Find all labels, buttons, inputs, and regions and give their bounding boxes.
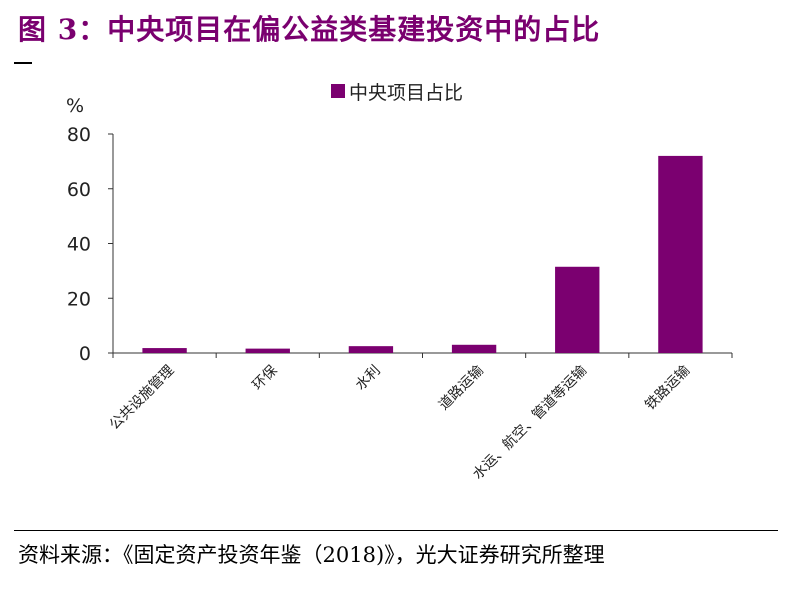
x-tick-label: 铁路运输 bbox=[642, 363, 693, 414]
chart-legend: 中央项目占比 bbox=[331, 82, 463, 104]
legend-swatch bbox=[331, 84, 345, 98]
figure-title: 图 3：中央项目在偏公益类基建投资中的占比 bbox=[18, 13, 601, 46]
y-axis: 0 20 40 60 80 bbox=[67, 124, 114, 365]
y-axis-unit-label: % bbox=[66, 95, 84, 117]
bar-5 bbox=[555, 266, 600, 353]
bars-series bbox=[142, 155, 703, 353]
x-tick-label: 道路运输 bbox=[436, 363, 487, 414]
y-tick-label: 20 bbox=[67, 288, 91, 310]
bar-3 bbox=[348, 346, 394, 353]
bar-chart: 中央项目占比 % 0 20 40 60 80 公共设施管理 环保 水利 道路运输水运、航空、管… bbox=[66, 82, 733, 483]
y-tick-label: 0 bbox=[79, 343, 91, 365]
footer-divider bbox=[14, 530, 778, 531]
y-tick-label: 60 bbox=[67, 179, 91, 201]
bar-2 bbox=[245, 348, 290, 353]
x-tick-label: 环保 bbox=[249, 363, 280, 394]
source-note: 资料来源：《固定资产投资年鉴（2018)》，光大证券研究所整理 bbox=[18, 543, 605, 567]
legend-label: 中央项目占比 bbox=[349, 82, 463, 104]
x-tick-label: 公共设施管理 bbox=[107, 363, 178, 434]
x-axis bbox=[112, 352, 733, 358]
title-underline-mark bbox=[14, 62, 32, 64]
y-tick-label: 80 bbox=[67, 124, 91, 146]
bar-1 bbox=[142, 348, 187, 353]
y-tick-label: 40 bbox=[67, 234, 91, 256]
bar-4 bbox=[451, 344, 497, 353]
bar-6 bbox=[658, 155, 703, 353]
x-tick-label: 水利 bbox=[353, 363, 384, 394]
x-tick-label: 水运、航空、管道等运输 bbox=[469, 362, 590, 483]
